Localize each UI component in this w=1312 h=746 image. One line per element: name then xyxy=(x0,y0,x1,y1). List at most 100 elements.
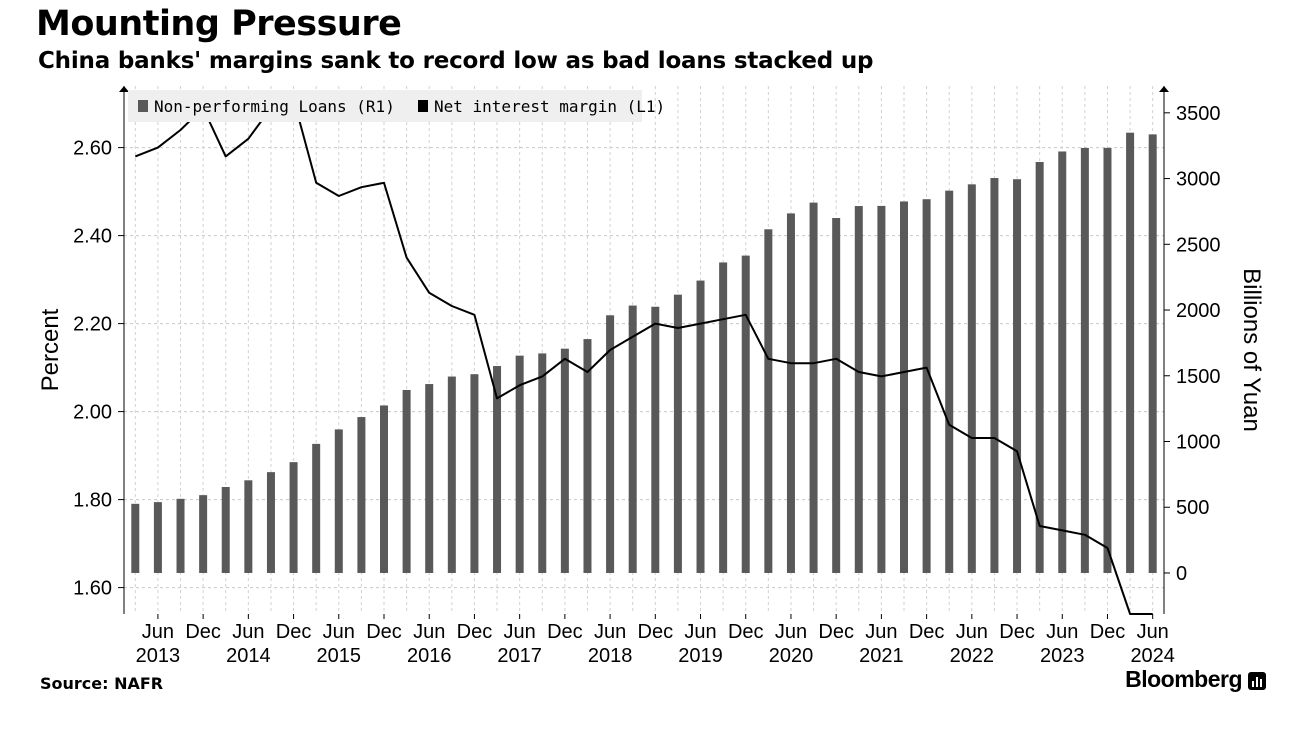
npl-bar xyxy=(809,202,818,573)
npl-bar xyxy=(1148,134,1157,573)
left-axis-arrow xyxy=(119,86,129,92)
npl-bar xyxy=(764,229,773,573)
source-note: Source: NAFR xyxy=(40,674,164,693)
npl-bar xyxy=(967,184,976,573)
npl-bar xyxy=(312,443,321,573)
legend-swatch-nim xyxy=(418,100,428,112)
npl-bar xyxy=(289,462,298,573)
left-tick-label: 2.00 xyxy=(73,402,112,424)
right-tick-label: 500 xyxy=(1176,497,1209,519)
npl-bar xyxy=(832,218,841,573)
npl-bar xyxy=(741,255,750,573)
x-tick-label-month: Dec xyxy=(1090,621,1126,643)
right-tick-label: 2500 xyxy=(1176,234,1221,256)
npl-bar xyxy=(606,315,615,573)
x-tick-label-month: Dec xyxy=(818,621,854,643)
left-axis-title: Percent xyxy=(37,308,64,391)
npl-bar xyxy=(538,353,547,573)
brand-logo-text: Bloomberg xyxy=(1125,666,1242,692)
npl-bar xyxy=(493,366,502,573)
x-tick-label-year: 2019 xyxy=(678,645,723,667)
x-tick-label-year: 2024 xyxy=(1130,645,1175,667)
x-tick-label-month: Dec xyxy=(909,621,945,643)
legend: Non-performing Loans (R1) Net interest ma… xyxy=(128,90,665,122)
npl-bar xyxy=(900,201,908,573)
npl-bar xyxy=(1058,151,1067,573)
x-tick-label-month: Dec xyxy=(276,621,312,643)
legend-label-nim: Net interest margin (L1) xyxy=(434,97,665,116)
npl-bar xyxy=(990,178,999,573)
npl-bar xyxy=(696,280,705,573)
x-tick-label-month: Dec xyxy=(638,621,674,643)
legend-swatch-npl xyxy=(138,100,148,112)
right-axis-arrow xyxy=(1159,86,1169,92)
npl-bar xyxy=(153,502,162,573)
legend-box xyxy=(128,90,642,122)
x-tick-label-month: Dec xyxy=(185,621,221,643)
npl-bar xyxy=(199,495,208,573)
x-tick-label-month: Jun xyxy=(232,621,264,643)
right-tick-label: 0 xyxy=(1176,563,1187,585)
x-tick-label-year: 2021 xyxy=(859,645,904,667)
x-tick-label-year: 2015 xyxy=(317,645,362,667)
x-tick-label-month: Jun xyxy=(504,621,536,643)
npl-bar xyxy=(877,205,886,573)
legend-label-npl: Non-performing Loans (R1) xyxy=(154,97,395,116)
npl-bar xyxy=(673,294,682,573)
x-tick-label-month: Jun xyxy=(865,621,897,643)
x-tick-label-month: Jun xyxy=(684,621,716,643)
x-tick-label-month: Jun xyxy=(594,621,626,643)
axes: 1.60 1.80 2.00 2.20 2.40 2.60 0 500 1000 1500 2000… xyxy=(37,86,1265,667)
npl-bar xyxy=(560,348,569,573)
nim-line xyxy=(134,98,1153,615)
npl-bar xyxy=(447,376,456,573)
x-tick-label-month: Dec xyxy=(366,621,402,643)
npl-bar xyxy=(651,306,660,573)
left-tick-label: 2.40 xyxy=(73,226,112,248)
right-tick-label: 3500 xyxy=(1176,103,1221,125)
x-tick-label-month: Jun xyxy=(1046,621,1078,643)
npl-bar xyxy=(628,305,637,573)
x-tick-label-month: Jun xyxy=(142,621,174,643)
right-tick-label: 2000 xyxy=(1176,300,1221,322)
npl-bar xyxy=(1080,147,1089,573)
x-tick-label-year: 2016 xyxy=(407,645,452,667)
npl-bar xyxy=(719,262,728,573)
npl-bar xyxy=(176,498,185,573)
npl-bar xyxy=(244,480,253,573)
x-tick-label-year: 2013 xyxy=(136,645,181,667)
npl-bars xyxy=(131,132,1157,573)
x-tick-label-year: 2017 xyxy=(497,645,542,667)
chart-title: Mounting Pressure xyxy=(36,4,402,44)
npl-bar xyxy=(357,417,366,573)
x-tick-label-month: Dec xyxy=(547,621,583,643)
left-tick-label: 2.60 xyxy=(73,138,112,160)
left-tick-label: 1.60 xyxy=(73,578,112,600)
npl-bar xyxy=(854,206,863,573)
grid-lines xyxy=(124,86,1164,614)
npl-bar xyxy=(425,384,434,573)
x-tick-label-year: 2020 xyxy=(769,645,814,667)
npl-bar xyxy=(515,355,524,573)
npl-bar xyxy=(1013,179,1022,573)
x-tick-label-year: 2022 xyxy=(950,645,995,667)
left-tick-label: 1.80 xyxy=(73,490,112,512)
right-tick-label: 1000 xyxy=(1176,432,1221,454)
npl-bar xyxy=(1035,161,1044,573)
npl-bar xyxy=(922,199,931,573)
left-tick-label: 2.20 xyxy=(73,314,112,336)
chart-subtitle: China banks' margins sank to record low … xyxy=(38,48,874,74)
terminal-icon xyxy=(1248,672,1266,690)
x-tick-label-month: Jun xyxy=(775,621,807,643)
x-tick-label-month: Dec xyxy=(728,621,764,643)
x-tick-label-month: Jun xyxy=(413,621,445,643)
npl-bar xyxy=(131,503,140,573)
npl-bar xyxy=(470,374,479,573)
x-tick-label-month: Jun xyxy=(1137,621,1169,643)
npl-bar xyxy=(786,213,795,573)
x-tick-label-month: Jun xyxy=(323,621,355,643)
npl-bar xyxy=(380,405,388,573)
x-tick-label-month: Jun xyxy=(956,621,988,643)
npl-bar xyxy=(1103,147,1112,573)
